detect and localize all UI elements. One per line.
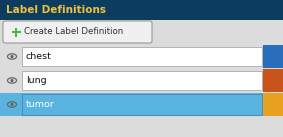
Circle shape (10, 79, 14, 82)
Text: lung: lung (26, 76, 47, 85)
FancyBboxPatch shape (3, 21, 152, 43)
Text: chest: chest (26, 52, 52, 61)
Circle shape (10, 55, 14, 58)
Bar (0, 69, 283, 92)
Bar (22, 71, 262, 90)
Bar (22, 47, 262, 66)
Bar (0, 20, 283, 137)
Bar (263, 93, 283, 116)
Text: tumor: tumor (26, 100, 55, 109)
Bar (263, 45, 283, 68)
Bar (12, 31, 20, 33)
Bar (0, 0, 283, 20)
Bar (0, 45, 283, 68)
Bar (22, 94, 262, 115)
Bar (15, 28, 17, 36)
Bar (0, 93, 283, 116)
Circle shape (10, 103, 14, 106)
Bar (263, 69, 283, 92)
Text: Label Definitions: Label Definitions (6, 5, 106, 15)
Text: Create Label Definition: Create Label Definition (24, 28, 123, 36)
